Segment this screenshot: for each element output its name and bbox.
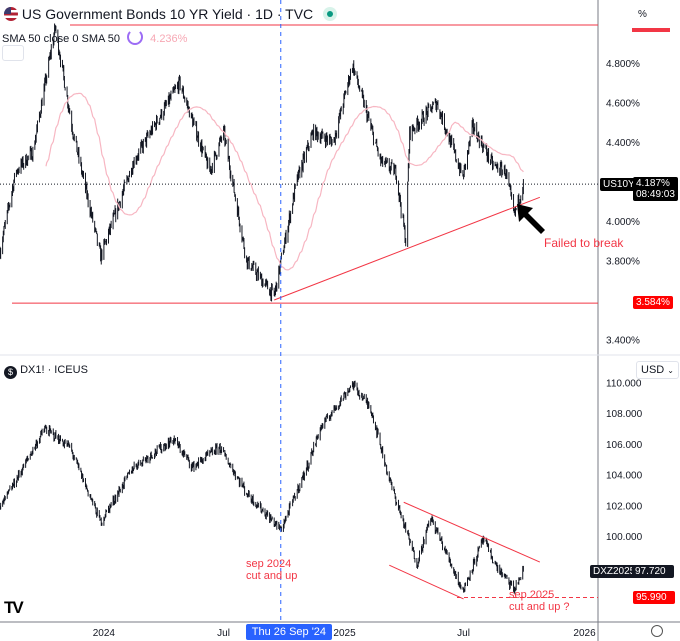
channel-lower	[389, 564, 464, 600]
us-flag-icon	[4, 7, 18, 21]
indicator-row[interactable]: SMA 50 close 0 SMA 50 4.236%	[2, 29, 187, 45]
crosshair-date-label: Thu 26 Sep '24	[245, 624, 333, 640]
collapse-legend-button[interactable]	[2, 45, 24, 61]
bottom-chart-title: DX1! · ICEUS	[20, 364, 88, 376]
price-tick: 4.800%	[606, 59, 640, 70]
loading-icon	[127, 29, 144, 45]
sma-50-line	[45, 92, 524, 271]
sma-value: 4.236%	[150, 33, 188, 45]
top-title-row: US Government Bonds 10 YR Yield · 1D · T…	[4, 6, 338, 22]
price-tick: 4.400%	[606, 138, 640, 149]
countdown: 08:49:03	[636, 189, 675, 200]
top-chart-title: US Government Bonds 10 YR Yield · 1D · T…	[21, 6, 314, 22]
price-tick: 102.000	[606, 501, 643, 512]
price-tick: 108.000	[606, 409, 643, 420]
trendline	[274, 196, 541, 301]
price-tick: 104.000	[606, 471, 643, 482]
sep-2024-note: sep 2024 cut and up	[246, 558, 298, 582]
sma-indicator-label: SMA 50 close 0 SMA 50	[2, 33, 121, 45]
currency-label: USD	[641, 364, 665, 376]
price-tick: 4.600%	[606, 99, 640, 110]
price-tick: 3.400%	[606, 336, 640, 347]
dxz-last-price: 97.720	[632, 565, 674, 578]
price-tick: 110.000	[606, 379, 642, 390]
dollar-icon: $	[4, 366, 17, 379]
support-price-tag: 3.584%	[633, 296, 673, 309]
failed-to-break-note: Failed to break	[544, 236, 624, 250]
unit-label: %	[638, 9, 647, 20]
time-tick: Jul	[217, 628, 230, 639]
sep-2025-note: sep 2025 cut and up ?	[509, 589, 570, 613]
us10y-symbol-tag: US10Y	[600, 178, 638, 191]
us10y-last-price: 4.187% 08:49:03	[633, 177, 678, 201]
chevron-down-icon: ⌄	[667, 366, 674, 375]
currency-select[interactable]: USD ⌄	[636, 361, 679, 379]
last-price: 4.187%	[636, 178, 670, 189]
dxz-symbol-tag: DXZ2025	[590, 565, 639, 578]
price-tick: 3.800%	[606, 257, 640, 268]
price-tick: 100.000	[606, 532, 643, 543]
price-tick: 4.000%	[606, 217, 640, 228]
arrow-icon	[517, 204, 545, 234]
time-tick: Jul	[457, 628, 470, 639]
dxz-support-tag: 95.990	[633, 591, 675, 604]
channel-upper	[403, 501, 541, 563]
settings-gear-icon[interactable]	[651, 625, 663, 637]
price-tick: 106.000	[606, 440, 643, 451]
top-level-marker	[632, 28, 670, 32]
bottom-title-row: $ DX1! · ICEUS	[4, 364, 88, 379]
time-tick: 2025	[333, 628, 356, 639]
tradingview-logo[interactable]: TV	[4, 598, 24, 617]
time-tick: 2026	[573, 628, 596, 639]
market-open-icon	[323, 7, 338, 21]
time-tick: 2024	[93, 628, 116, 639]
